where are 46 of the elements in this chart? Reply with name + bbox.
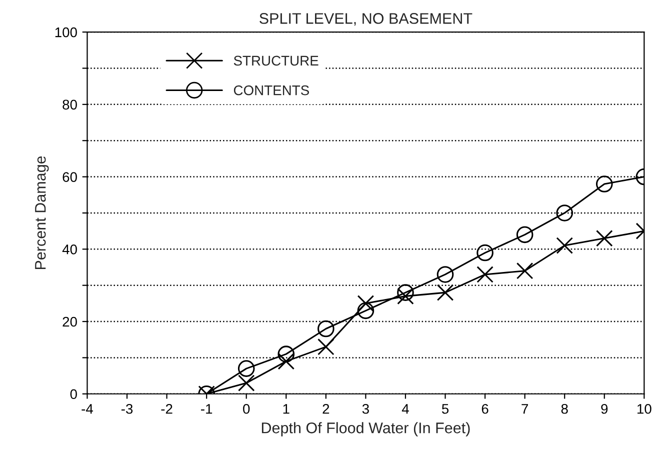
point <box>476 266 494 283</box>
point <box>596 230 613 247</box>
x-tick-label: 2 <box>322 404 330 414</box>
point <box>397 284 414 301</box>
point <box>318 320 334 338</box>
x-tick-label: 0 <box>243 404 250 414</box>
point <box>516 262 534 280</box>
x-tick-label: 9 <box>601 404 608 414</box>
y-axis-title: Percent Damage <box>35 156 49 270</box>
y-tick-label: 60 <box>62 172 77 182</box>
point <box>476 244 494 262</box>
y-tick-label: 0 <box>70 389 77 400</box>
x-tick-label: -3 <box>121 404 133 414</box>
point <box>436 284 454 301</box>
point <box>278 352 295 370</box>
x-tick-label: 3 <box>362 404 369 414</box>
point <box>516 226 534 244</box>
x-tick-label: 6 <box>482 404 488 414</box>
y-tick-label: 20 <box>62 316 77 327</box>
legend-label: STRUCTURE <box>234 56 318 66</box>
point <box>238 360 255 377</box>
legend-label: CONTENTS <box>234 85 309 96</box>
point <box>556 204 573 222</box>
point <box>357 302 374 320</box>
y-tick-label: 100 <box>55 27 77 38</box>
point <box>238 374 255 392</box>
x-tick-label: 5 <box>442 404 449 414</box>
point <box>397 288 414 305</box>
x-tick-label: 4 <box>402 404 409 414</box>
x-tick-label: 10 <box>637 404 652 414</box>
point <box>556 237 573 254</box>
x-tick-label: -2 <box>161 404 172 414</box>
point <box>357 295 374 312</box>
y-tick-label: 80 <box>62 100 77 110</box>
x-tick-label: -1 <box>201 404 212 414</box>
x-axis-title: Depth Of Flood Water (In Feet) <box>262 422 470 436</box>
x-tick-label: 7 <box>522 404 528 414</box>
x-tick-label: 1 <box>283 404 290 414</box>
y-tick-label: 40 <box>62 244 77 254</box>
point <box>278 346 295 362</box>
point <box>318 338 334 356</box>
x-tick-label: 8 <box>561 404 568 414</box>
x-tick-label: -4 <box>82 404 93 414</box>
point <box>596 176 613 192</box>
chart-title: SPLIT LEVEL, NO BASEMENT <box>260 13 472 26</box>
point <box>436 266 454 283</box>
